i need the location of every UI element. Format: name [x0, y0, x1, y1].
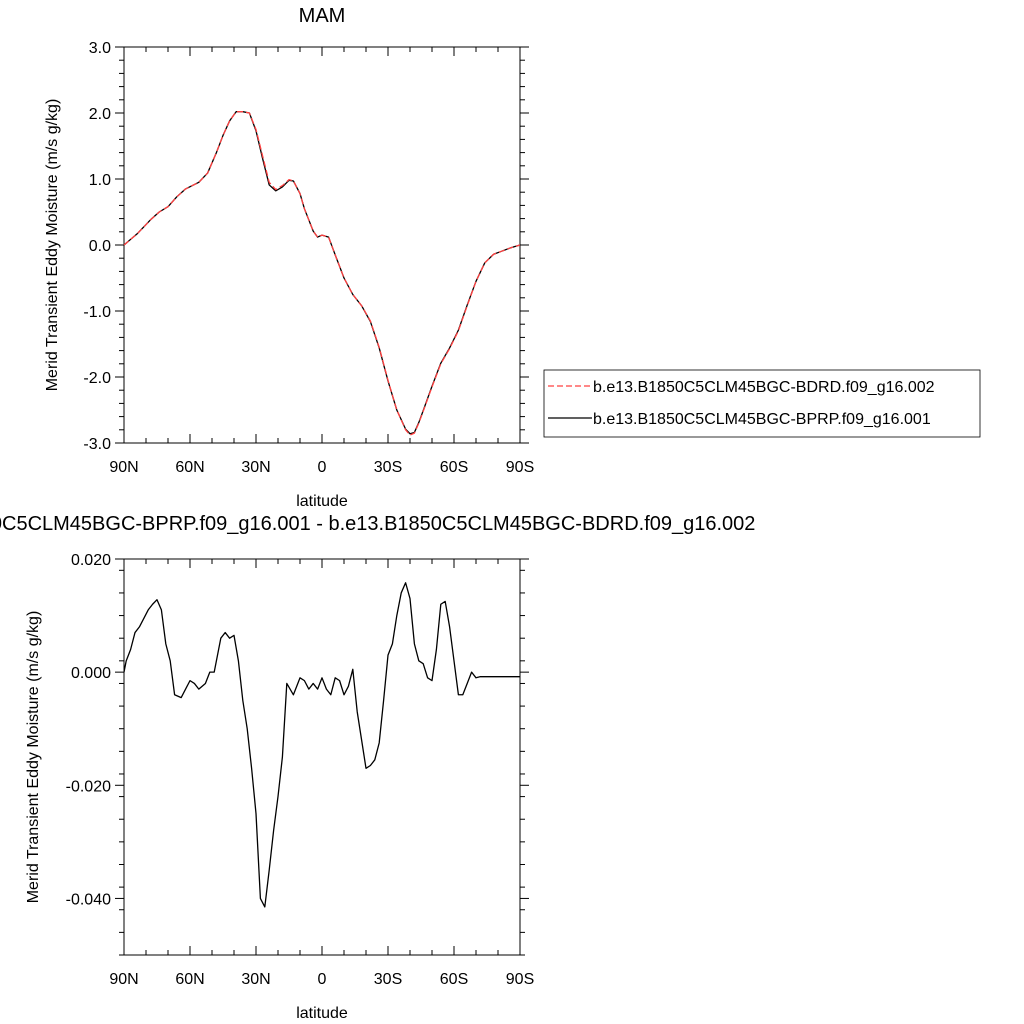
- top-x-tick-label: 0: [318, 459, 327, 476]
- bottom-plot-frame: [123, 558, 521, 956]
- top-series-line-1: [123, 111, 521, 435]
- legend-label-bdrd: b.e13.B1850C5CLM45BGC-BDRD.f09_g16.002: [593, 379, 935, 396]
- top-y-tick-label: -2.0: [83, 370, 111, 387]
- bottom-x-tick-label: 0: [318, 971, 327, 988]
- top-y-tick-label: 2.0: [89, 106, 111, 123]
- bottom-x-tick-label: 30S: [374, 971, 402, 988]
- legend-box: [543, 369, 981, 438]
- top-y-tick-label: 1.0: [89, 172, 111, 189]
- bottom-x-axis-title: latitude: [296, 1005, 348, 1022]
- top-y-tick-label: 3.0: [89, 40, 111, 57]
- bottom-x-tick-label: 90N: [109, 971, 138, 988]
- top-x-axis-title: latitude: [296, 493, 348, 510]
- top-x-tick-label: 60N: [175, 459, 204, 476]
- top-panel: MAM 90N 60N 30N 0 30S 60S 90S -3.0 -2.0 -1.0 0.0 1.…: [44, 5, 534, 510]
- bottom-y-tick-label: 0.020: [71, 552, 111, 569]
- bottom-series-lines: [123, 582, 520, 908]
- top-x-tick-label: 60S: [440, 459, 468, 476]
- legend: b.e13.B1850C5CLM45BGC-BDRD.f09_g16.002 b…: [543, 369, 981, 438]
- top-x-tick-label: 90S: [506, 459, 534, 476]
- bottom-y-tick-label: -0.040: [66, 891, 111, 908]
- top-y-tick-label: -3.0: [83, 436, 111, 453]
- bottom-panel: b.e13.B1850C5CLM45BGC-BPRP.f09_g16.001 -…: [0, 513, 755, 1022]
- top-y-tick-label: -1.0: [83, 304, 111, 321]
- top-y-axis-title: Merid Transient Eddy Moisture (m/s g/kg): [44, 99, 61, 392]
- top-ticks: 90N 60N 30N 0 30S 60S 90S -3.0 -2.0 -1.0 0.0 1.0 2.0…: [83, 40, 534, 476]
- bottom-y-tick-label: 0.000: [71, 665, 111, 682]
- bottom-x-tick-label: 60S: [440, 971, 468, 988]
- bottom-y-tick-label: -0.020: [66, 778, 111, 795]
- top-y-tick-label: 0.0: [89, 238, 111, 255]
- top-x-tick-label: 30S: [374, 459, 402, 476]
- bottom-y-axis-title: Merid Transient Eddy Moisture (m/s g/kg): [25, 611, 42, 904]
- bottom-x-tick-label: 60N: [175, 971, 204, 988]
- legend-label-bprp: b.e13.B1850C5CLM45BGC-BPRP.f09_g16.001: [593, 411, 931, 428]
- top-x-tick-label: 90N: [109, 459, 138, 476]
- bottom-chart-title: b.e13.B1850C5CLM45BGC-BPRP.f09_g16.001 -…: [0, 513, 755, 535]
- top-series-lines: [123, 111, 521, 436]
- bottom-series-line-0: [123, 582, 520, 908]
- bottom-ticks: 90N 60N 30N 0 30S 60S 90S -0.040 -0.020 0.000 0.02…: [66, 552, 535, 988]
- top-series-line-0: [123, 111, 521, 436]
- top-plot-frame: [123, 46, 521, 444]
- top-chart-title: MAM: [299, 5, 346, 27]
- bottom-x-tick-label: 90S: [506, 971, 534, 988]
- bottom-x-tick-label: 30N: [241, 971, 270, 988]
- top-x-tick-label: 30N: [241, 459, 270, 476]
